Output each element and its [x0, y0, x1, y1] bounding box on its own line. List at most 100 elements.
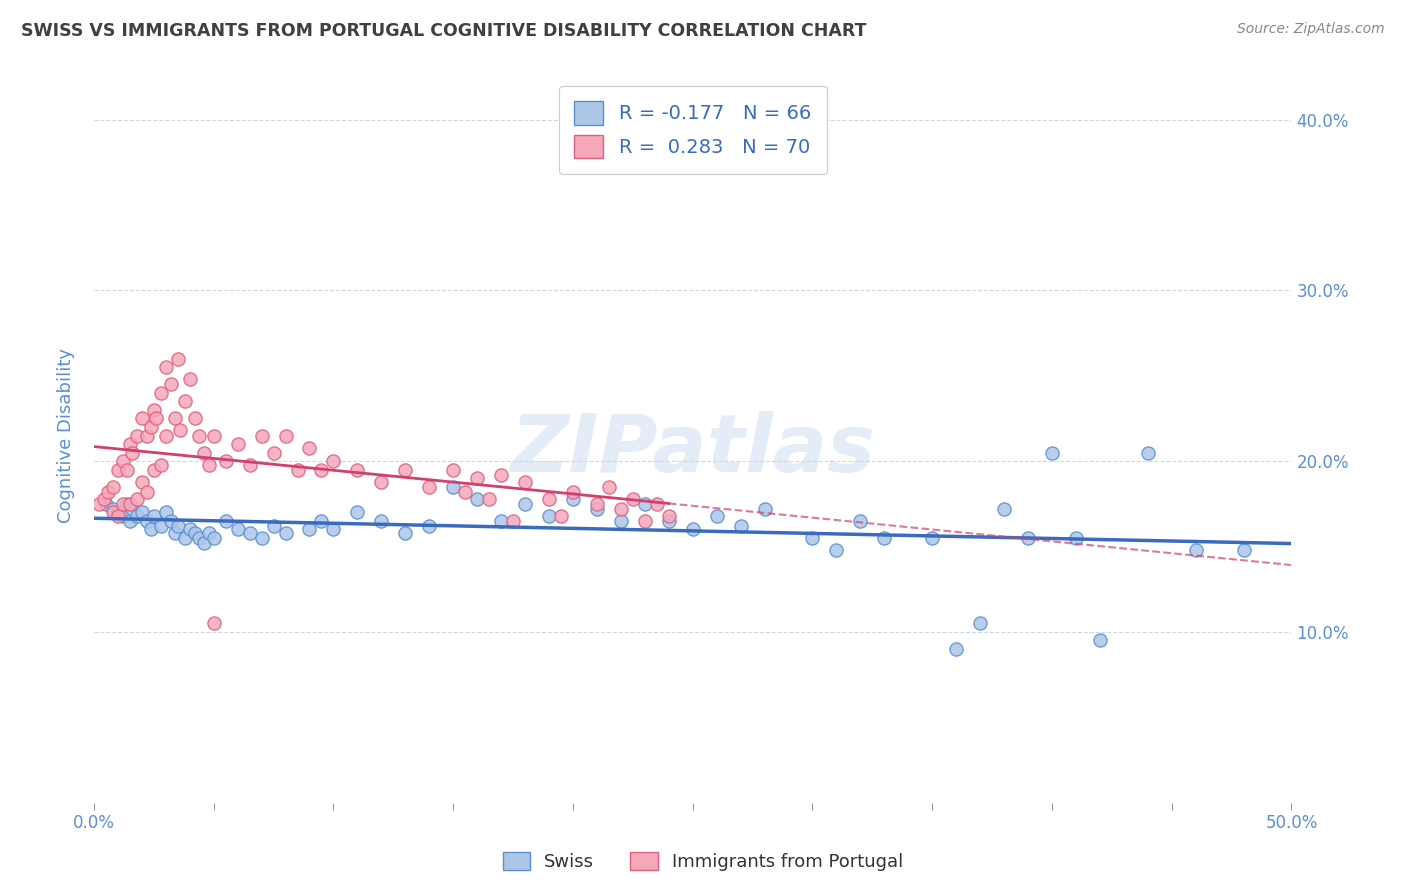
Point	[250, 531, 273, 545]
Point	[135, 428, 157, 442]
Point	[801, 531, 824, 545]
Point	[166, 519, 188, 533]
Point	[418, 480, 440, 494]
Point	[239, 458, 262, 472]
Point	[921, 531, 943, 545]
Point	[322, 523, 344, 537]
Point	[111, 497, 134, 511]
Point	[226, 523, 249, 537]
Point	[118, 497, 141, 511]
Point	[1136, 445, 1159, 459]
Point	[825, 543, 848, 558]
Point	[179, 523, 201, 537]
Point	[159, 377, 181, 392]
Point	[658, 514, 681, 528]
Point	[202, 531, 225, 545]
Point	[155, 360, 177, 375]
Point	[159, 514, 181, 528]
Point	[174, 394, 197, 409]
Legend: Swiss, Immigrants from Portugal: Swiss, Immigrants from Portugal	[495, 845, 911, 879]
Point	[183, 411, 205, 425]
Point	[121, 445, 143, 459]
Point	[489, 514, 512, 528]
Point	[634, 497, 657, 511]
Point	[465, 491, 488, 506]
Point	[263, 445, 285, 459]
Point	[141, 420, 163, 434]
Point	[561, 491, 583, 506]
Point	[586, 502, 609, 516]
Point	[513, 497, 536, 511]
Point	[226, 437, 249, 451]
Point	[634, 514, 657, 528]
Point	[287, 463, 309, 477]
Point	[101, 505, 124, 519]
Point	[142, 403, 165, 417]
Point	[117, 463, 139, 477]
Point	[454, 484, 477, 499]
Point	[346, 505, 368, 519]
Point	[658, 508, 681, 523]
Point	[263, 519, 285, 533]
Point	[502, 514, 524, 528]
Point	[150, 385, 173, 400]
Point	[174, 531, 197, 545]
Point	[111, 454, 134, 468]
Point	[183, 525, 205, 540]
Point	[150, 519, 173, 533]
Text: Source: ZipAtlas.com: Source: ZipAtlas.com	[1237, 22, 1385, 37]
Point	[188, 428, 211, 442]
Point	[311, 514, 333, 528]
Point	[107, 505, 129, 519]
Point	[125, 508, 148, 523]
Point	[93, 491, 115, 506]
Point	[118, 437, 141, 451]
Point	[1017, 531, 1039, 545]
Point	[418, 519, 440, 533]
Point	[370, 514, 392, 528]
Point	[155, 428, 177, 442]
Point	[131, 505, 153, 519]
Point	[346, 463, 368, 477]
Point	[706, 508, 728, 523]
Point	[193, 445, 215, 459]
Point	[145, 411, 167, 425]
Point	[94, 497, 117, 511]
Point	[193, 536, 215, 550]
Point	[1088, 633, 1111, 648]
Point	[101, 480, 124, 494]
Point	[165, 525, 187, 540]
Point	[111, 508, 134, 523]
Point	[131, 475, 153, 489]
Point	[645, 497, 668, 511]
Point	[441, 463, 464, 477]
Point	[561, 484, 583, 499]
Point	[125, 428, 148, 442]
Point	[1040, 445, 1063, 459]
Point	[394, 463, 416, 477]
Point	[97, 484, 120, 499]
Text: ZIPatlas: ZIPatlas	[510, 411, 875, 489]
Point	[214, 454, 236, 468]
Point	[150, 458, 173, 472]
Point	[610, 514, 633, 528]
Point	[131, 411, 153, 425]
Point	[101, 502, 124, 516]
Point	[311, 463, 333, 477]
Point	[202, 616, 225, 631]
Point	[125, 491, 148, 506]
Point	[107, 508, 129, 523]
Point	[730, 519, 752, 533]
Point	[1232, 543, 1254, 558]
Point	[250, 428, 273, 442]
Point	[849, 514, 872, 528]
Point	[322, 454, 344, 468]
Point	[441, 480, 464, 494]
Point	[142, 508, 165, 523]
Point	[370, 475, 392, 489]
Point	[1064, 531, 1087, 545]
Point	[465, 471, 488, 485]
Point	[87, 497, 110, 511]
Point	[198, 525, 221, 540]
Point	[945, 642, 967, 657]
